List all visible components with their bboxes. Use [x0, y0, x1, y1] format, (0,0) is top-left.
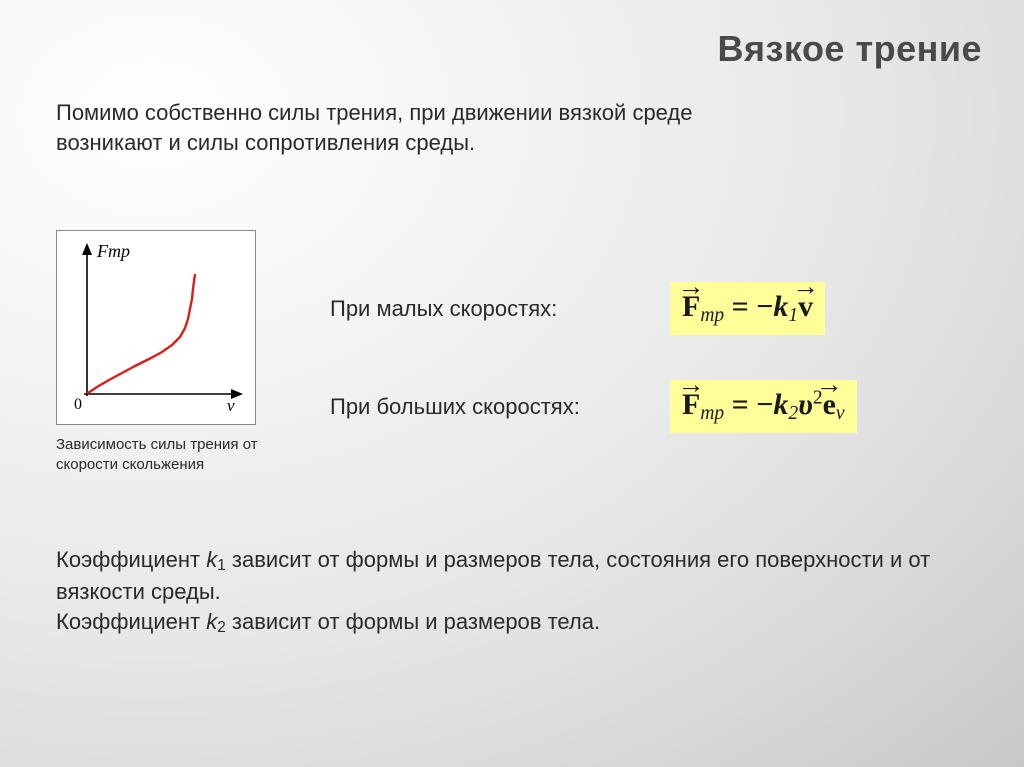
high-speed-row: При больших скоростях: Fтр = −k2υ2ev — [330, 380, 857, 433]
friction-curve — [88, 275, 195, 393]
formula-high-speed: Fтр = −k2υ2ev — [670, 380, 857, 433]
high-speed-label: При больших скоростях: — [330, 394, 630, 420]
y-axis-label: Fтр — [96, 241, 130, 261]
y-axis-arrow — [82, 243, 92, 255]
graph-caption: Зависимость силы трения от скорости скол… — [56, 435, 266, 474]
formula-low-speed: Fтр = −k1v — [670, 282, 825, 335]
graph-block: Fтр v 0 Зависимость силы трения от скоро… — [56, 230, 266, 474]
friction-velocity-graph: Fтр v 0 — [56, 230, 256, 425]
slide-title: Вязкое трение — [718, 28, 983, 70]
coefficients-paragraph: Коэффициент k1 зависит от формы и размер… — [56, 545, 956, 638]
low-speed-label: При малых скоростях: — [330, 296, 630, 322]
low-speed-row: При малых скоростях: Fтр = −k1v — [330, 282, 825, 335]
intro-paragraph: Помимо собственно силы трения, при движе… — [56, 98, 776, 157]
x-axis-label: v — [227, 396, 235, 415]
graph-svg: Fтр v 0 — [57, 231, 257, 426]
origin-label: 0 — [74, 396, 82, 413]
